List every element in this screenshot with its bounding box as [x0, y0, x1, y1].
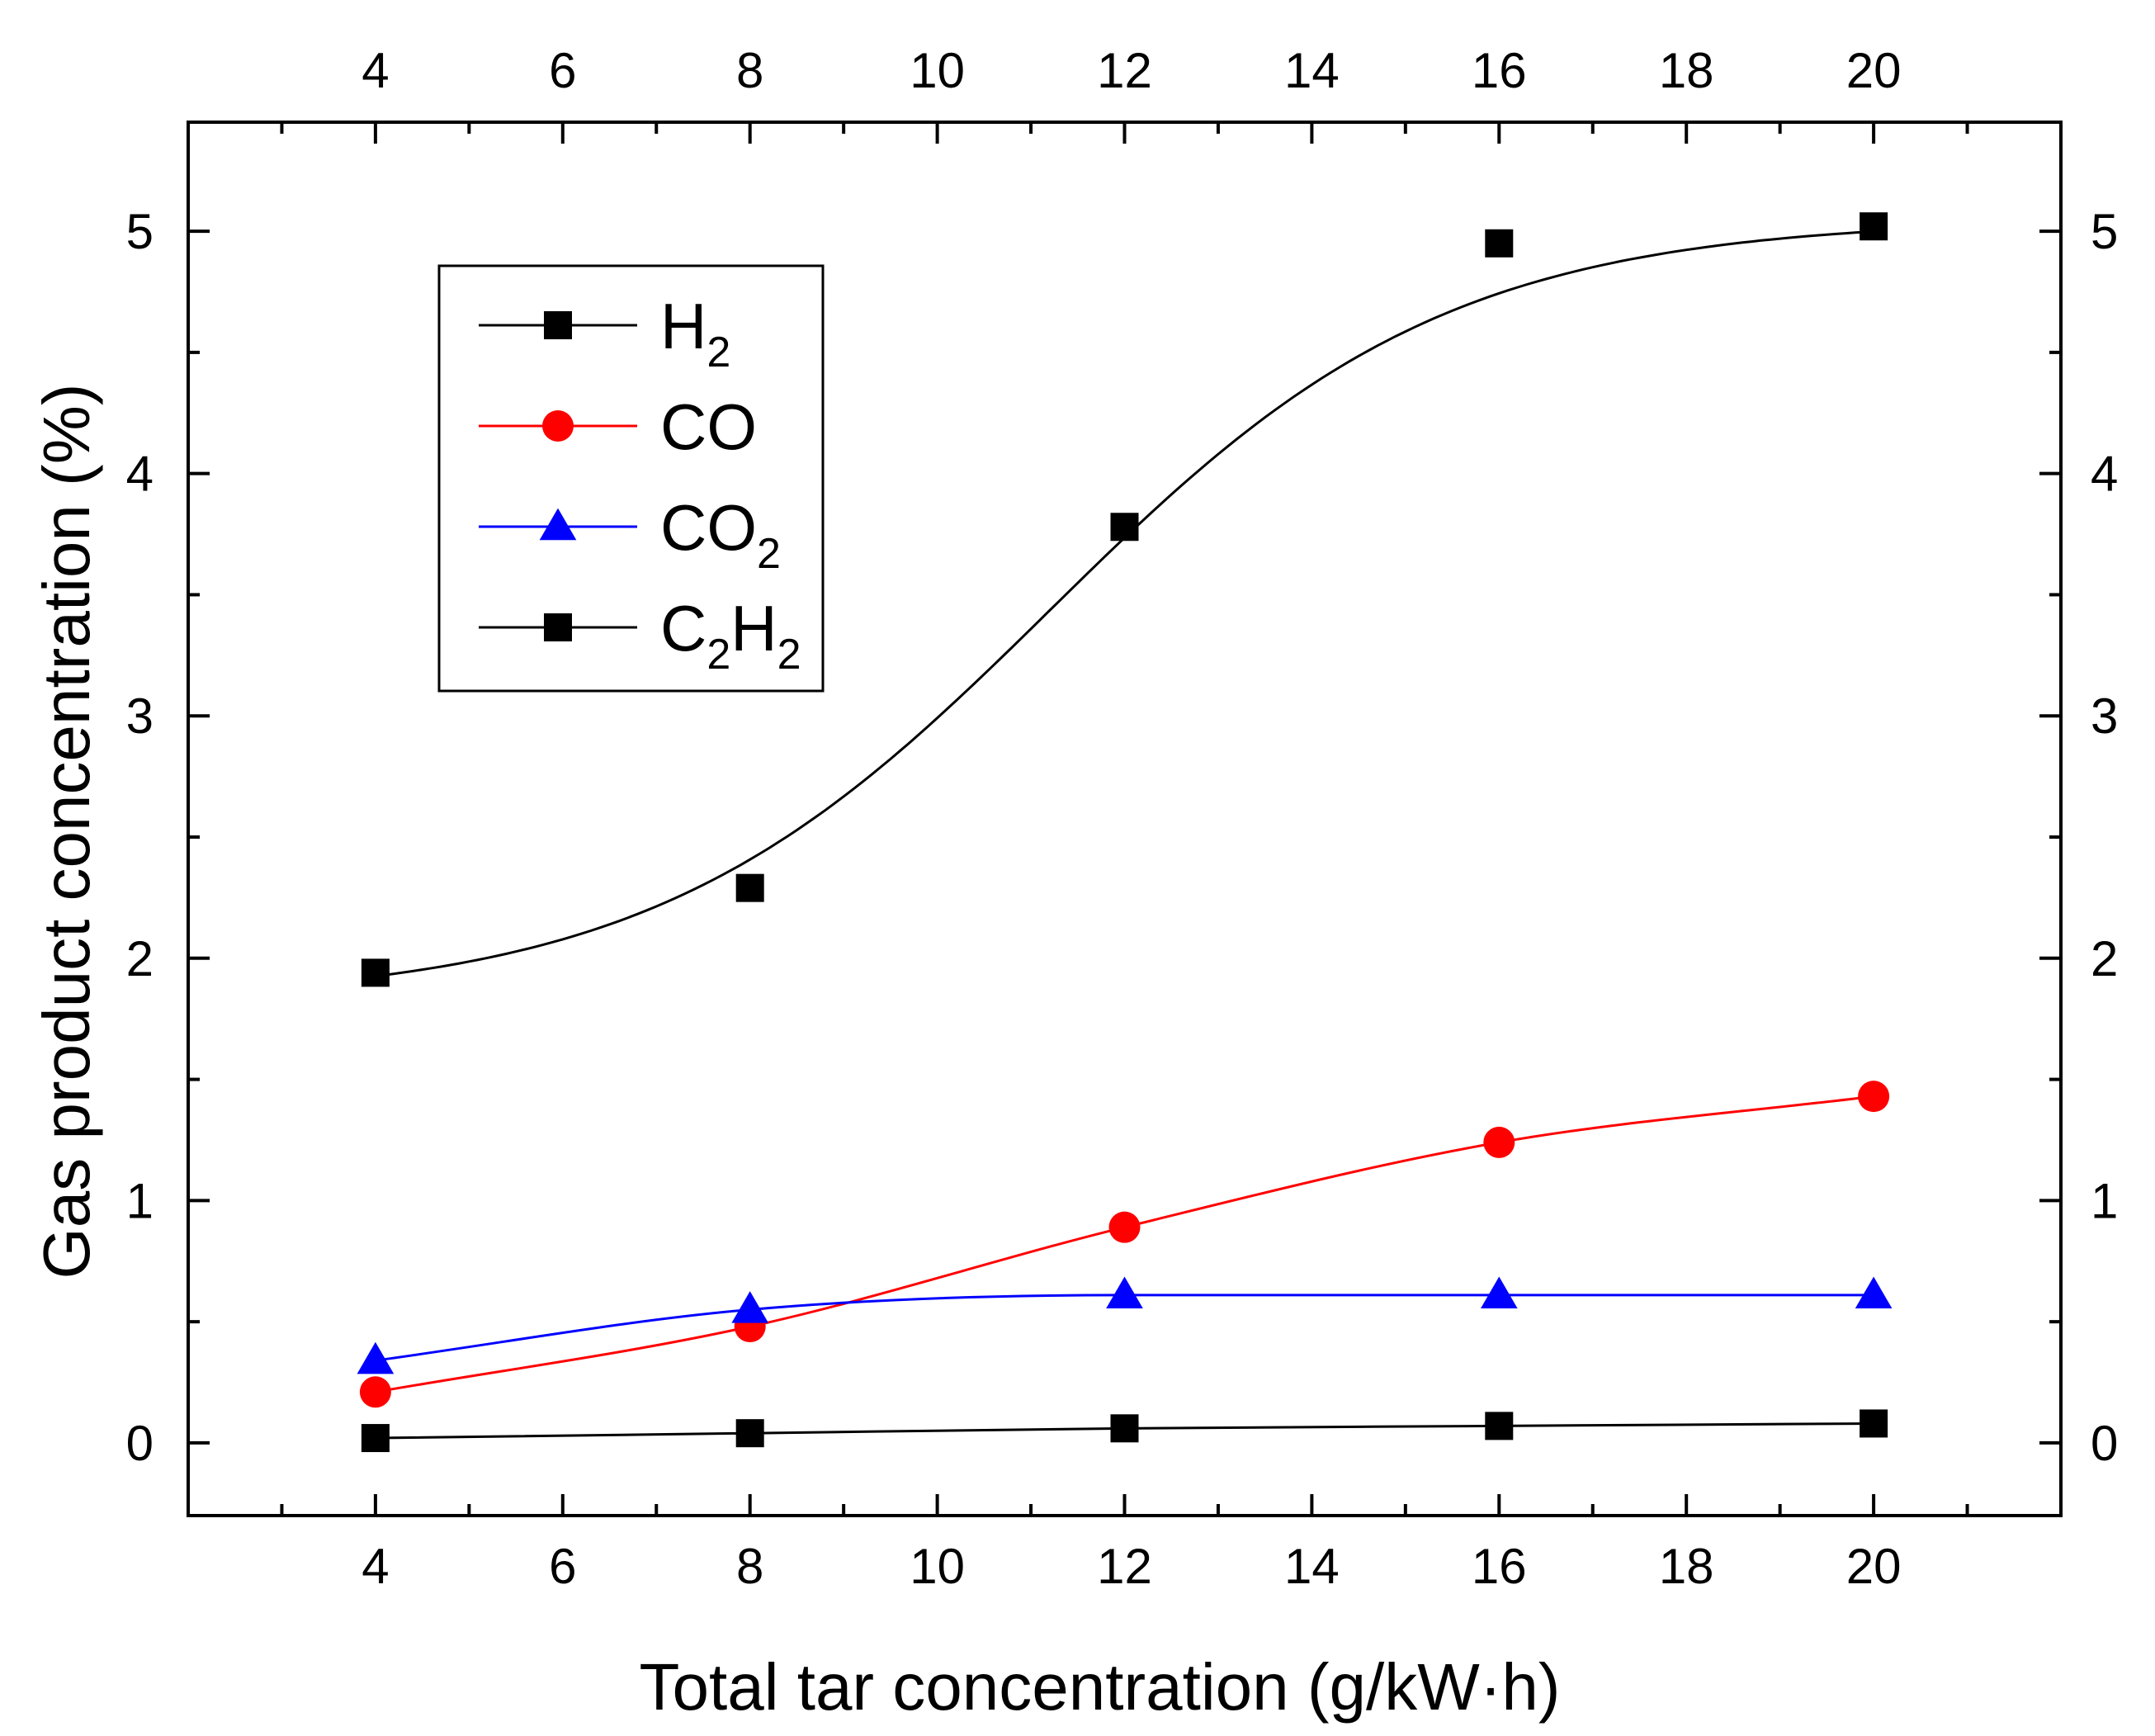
x-tick-label-bottom: 20	[1846, 1539, 1902, 1594]
legend-label-part: CO	[660, 390, 757, 463]
data-point-CO	[1108, 1211, 1141, 1243]
y-tick-label-left: 2	[126, 931, 154, 986]
legend-label-CO2: CO2	[660, 491, 781, 578]
x-tick-label-bottom: 16	[1472, 1539, 1527, 1594]
x-tick-label-top: 10	[910, 43, 965, 98]
legend-marker-H2	[544, 311, 572, 339]
legend-label-part: 2	[707, 329, 730, 376]
y-tick-label-right: 2	[2091, 931, 2118, 986]
y-tick-label-left: 1	[126, 1173, 154, 1228]
data-point-CO2	[1855, 1276, 1893, 1309]
y-tick-label-left: 4	[126, 447, 154, 502]
data-point-H2	[1860, 212, 1888, 241]
legend-label-part: H	[730, 592, 777, 665]
legend-marker-CO	[542, 410, 574, 442]
legend-label-part: C	[660, 592, 707, 665]
data-point-C2H2	[361, 1424, 390, 1453]
data-point-H2	[1110, 513, 1139, 542]
x-tick-label-bottom: 10	[910, 1539, 965, 1594]
y-tick-label-right: 3	[2091, 688, 2118, 744]
data-point-H2	[735, 873, 764, 902]
y-tick-label-right: 0	[2091, 1416, 2118, 1471]
data-point-C2H2	[1110, 1414, 1139, 1443]
data-point-CO2	[731, 1291, 769, 1323]
legend-label-CO: CO	[660, 390, 757, 463]
legend-box	[437, 264, 825, 693]
data-point-CO2	[357, 1341, 395, 1374]
x-tick-label-bottom: 6	[549, 1539, 576, 1594]
y-tick-label-right: 4	[2091, 447, 2118, 502]
data-point-CO	[1858, 1081, 1890, 1113]
data-point-CO	[359, 1376, 391, 1408]
x-tick-label-bottom: 18	[1659, 1539, 1714, 1594]
data-point-H2	[1485, 229, 1514, 258]
data-point-CO2	[1480, 1276, 1518, 1309]
legend-marker-C2H2	[544, 613, 572, 641]
y-tick-label-left: 5	[126, 204, 154, 259]
data-point-CO2	[1106, 1276, 1143, 1309]
x-tick-label-top: 8	[736, 43, 763, 98]
x-tick-label-top: 12	[1097, 43, 1152, 98]
data-point-CO	[1483, 1126, 1515, 1158]
x-tick-label-bottom: 8	[736, 1539, 763, 1594]
x-tick-label-top: 6	[549, 43, 576, 98]
x-tick-label-top: 18	[1659, 43, 1714, 98]
y-tick-label-right: 1	[2091, 1173, 2118, 1228]
y-tick-label-left: 0	[126, 1416, 154, 1471]
legend-label-C2H2: C2H2	[660, 592, 801, 679]
y-tick-label-left: 3	[126, 688, 154, 744]
x-tick-label-top: 4	[362, 43, 389, 98]
data-point-H2	[361, 958, 390, 987]
y-axis-title: Gas product concentration (%)	[30, 384, 103, 1280]
x-tick-label-top: 20	[1846, 43, 1902, 98]
y-tick-label-right: 5	[2091, 204, 2118, 259]
x-tick-label-bottom: 14	[1284, 1539, 1340, 1594]
data-point-C2H2	[1485, 1412, 1514, 1440]
legend-marker-CO2	[539, 508, 577, 541]
legend-label-H2: H2	[660, 290, 730, 376]
x-tick-label-bottom: 4	[362, 1539, 389, 1594]
legend-label-part: 2	[707, 631, 730, 679]
data-point-C2H2	[735, 1419, 764, 1448]
x-tick-label-top: 16	[1472, 43, 1527, 98]
x-axis-title: Total tar concentration (g/kW·h)	[640, 1650, 1561, 1724]
legend-label-part: H	[660, 290, 707, 362]
legend-label-part: 2	[777, 631, 801, 679]
x-tick-label-top: 14	[1284, 43, 1340, 98]
legend-label-part: 2	[757, 530, 781, 578]
series-line-CO	[375, 1095, 1874, 1393]
x-tick-label-bottom: 12	[1097, 1539, 1152, 1594]
legend-label-part: CO	[660, 491, 757, 564]
data-point-C2H2	[1860, 1409, 1888, 1438]
